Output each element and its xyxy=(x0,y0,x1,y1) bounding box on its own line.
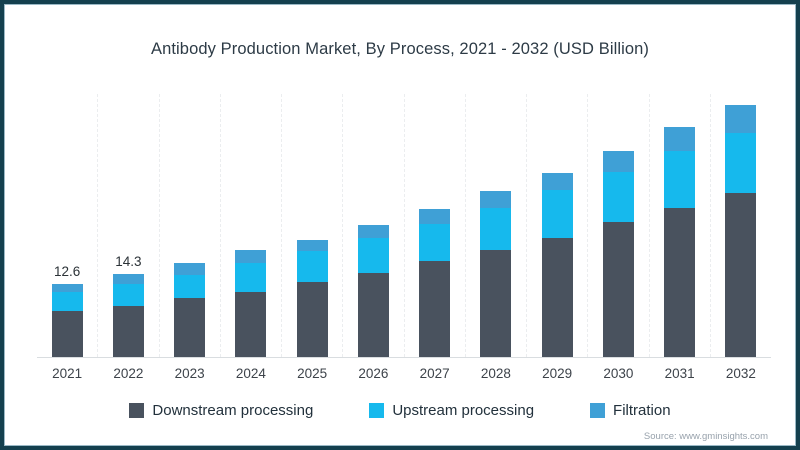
bar-segment-upstream-processing-2021 xyxy=(51,292,83,312)
stacked-bar-2029 xyxy=(541,172,573,357)
bar-segment-filtration-2027 xyxy=(419,209,451,225)
bar-column-2029: 2029 xyxy=(526,94,587,381)
bar-segment-upstream-processing-2024 xyxy=(235,263,267,292)
legend-label-filtration: Filtration xyxy=(613,402,671,419)
x-axis-label-2026: 2026 xyxy=(358,366,389,381)
legend-label-upstream: Upstream processing xyxy=(392,402,535,419)
x-axis-label-2022: 2022 xyxy=(113,366,144,381)
downstream-swatch-icon xyxy=(129,403,145,418)
bar-column-2021: 12.6 2021 xyxy=(37,94,97,381)
bar-column-2023: 2023 xyxy=(158,94,220,381)
legend-label-downstream: Downstream processing xyxy=(152,402,314,419)
stacked-bar-2028 xyxy=(480,191,512,357)
bar-value-label-2021: 12.6 xyxy=(53,264,81,280)
bar-segment-filtration-2029 xyxy=(541,172,573,191)
bar-column-2026: 2026 xyxy=(342,94,403,381)
bar-segment-filtration-2022 xyxy=(112,274,144,285)
x-axis-label-2021: 2021 xyxy=(52,366,83,381)
bar-segment-upstream-processing-2031 xyxy=(664,150,696,208)
bar-segment-downstream-processing-2027 xyxy=(419,260,451,357)
x-axis-label-2032: 2032 xyxy=(725,366,756,381)
bar-column-2031: 2031 xyxy=(648,94,710,381)
bar-segment-filtration-2025 xyxy=(296,239,328,251)
x-axis-label-2024: 2024 xyxy=(235,366,266,381)
bar-segment-downstream-processing-2026 xyxy=(357,273,389,357)
chart-title: Antibody Production Market, By Process, … xyxy=(150,40,650,58)
bar-segment-upstream-processing-2028 xyxy=(480,208,512,250)
bar-segment-upstream-processing-2022 xyxy=(112,284,144,306)
upstream-swatch-icon xyxy=(369,403,385,418)
legend: Downstream processing Upstream processin… xyxy=(4,402,796,419)
bar-segment-filtration-2023 xyxy=(174,263,206,276)
bar-column-2022: 14.3 2022 xyxy=(97,94,158,381)
bar-column-2027: 2027 xyxy=(403,94,465,381)
stacked-bar-2024 xyxy=(235,249,267,357)
bar-segment-filtration-2032 xyxy=(725,105,757,133)
bar-segment-downstream-processing-2032 xyxy=(725,193,757,357)
x-axis-label-2025: 2025 xyxy=(297,366,328,381)
bar-segment-downstream-processing-2030 xyxy=(602,222,634,357)
plot-area: 12.6 2021 14.3 2022 2023 2024 2025 2026 2027 2028… xyxy=(37,94,771,381)
bar-column-2028: 2028 xyxy=(464,94,526,381)
stacked-bar-2027 xyxy=(419,209,451,357)
bar-segment-filtration-2024 xyxy=(235,249,267,264)
bar-column-2030: 2030 xyxy=(587,94,648,381)
bar-segment-downstream-processing-2029 xyxy=(541,238,573,357)
bar-segment-filtration-2031 xyxy=(664,127,696,151)
legend-item-filtration: Filtration xyxy=(590,402,671,419)
bar-segment-downstream-processing-2028 xyxy=(480,249,512,357)
bar-column-2032: 2032 xyxy=(709,94,771,381)
stacked-bar-2026 xyxy=(357,225,389,357)
bar-segment-filtration-2026 xyxy=(357,225,389,239)
stacked-bar-2032 xyxy=(725,105,757,357)
stacked-bar-2025 xyxy=(296,239,328,357)
x-axis-label-2023: 2023 xyxy=(174,366,205,381)
bar-segment-filtration-2021 xyxy=(51,284,83,293)
x-axis-label-2030: 2030 xyxy=(603,366,634,381)
bar-segment-upstream-processing-2023 xyxy=(174,275,206,298)
bar-segment-downstream-processing-2024 xyxy=(235,291,267,357)
bar-column-2024: 2024 xyxy=(219,94,281,381)
stacked-bar-2031 xyxy=(664,127,696,357)
x-axis-label-2027: 2027 xyxy=(419,366,450,381)
source-attribution: Source: www.gminsights.com xyxy=(643,431,768,442)
x-axis-label-2029: 2029 xyxy=(542,366,573,381)
filtration-swatch-icon xyxy=(590,403,606,418)
legend-item-upstream: Upstream processing xyxy=(369,402,534,419)
stacked-bar-2023 xyxy=(174,263,206,357)
legend-item-downstream: Downstream processing xyxy=(129,402,313,419)
bar-segment-upstream-processing-2032 xyxy=(725,132,757,194)
bar-segment-downstream-processing-2025 xyxy=(296,282,328,357)
bar-value-label-2022: 14.3 xyxy=(115,254,142,270)
bar-segment-downstream-processing-2021 xyxy=(51,311,83,357)
x-axis-label-2028: 2028 xyxy=(480,366,511,381)
bar-segment-filtration-2028 xyxy=(480,191,512,209)
bar-segment-upstream-processing-2027 xyxy=(419,224,451,261)
bar-segment-upstream-processing-2025 xyxy=(296,250,328,283)
bar-segment-upstream-processing-2030 xyxy=(602,172,634,223)
bar-segment-downstream-processing-2023 xyxy=(174,297,206,357)
bar-segment-filtration-2030 xyxy=(602,150,634,173)
stacked-bar-2021: 12.6 xyxy=(51,264,83,357)
bar-column-2025: 2025 xyxy=(281,94,342,381)
bar-segment-upstream-processing-2026 xyxy=(357,238,389,273)
stacked-bar-2030 xyxy=(602,150,634,357)
bar-segment-downstream-processing-2031 xyxy=(664,207,696,357)
x-axis-label-2031: 2031 xyxy=(664,366,695,381)
bar-segment-upstream-processing-2029 xyxy=(541,190,573,239)
stacked-bar-2022: 14.3 xyxy=(112,254,144,357)
bar-segment-downstream-processing-2022 xyxy=(112,305,144,357)
